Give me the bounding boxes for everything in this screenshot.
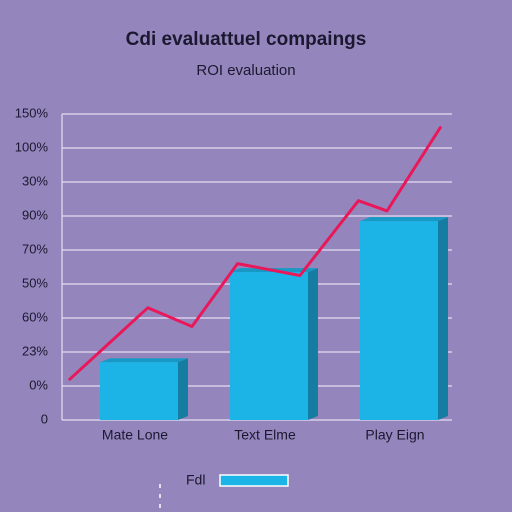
- y-tick-label: 60%: [22, 309, 48, 324]
- bar-side: [308, 268, 318, 420]
- y-tick-label: 70%: [22, 241, 48, 256]
- line: [68, 126, 442, 381]
- bar-top: [100, 358, 188, 363]
- bar-side: [178, 358, 188, 420]
- bar-side: [438, 217, 448, 420]
- bar: [230, 272, 308, 420]
- x-tick-label: Text Elme: [234, 427, 296, 443]
- bar: [100, 362, 178, 420]
- y-tick-label: 0%: [29, 377, 48, 392]
- bar: [360, 221, 438, 420]
- x-tick-label: Mate Lone: [102, 427, 168, 443]
- y-tick-label: 150%: [15, 105, 49, 120]
- bar-top: [360, 217, 448, 222]
- y-tick-label: 50%: [22, 275, 48, 290]
- chart-title: Cdi evaluattuel compaings: [126, 29, 367, 50]
- y-tick-label: 90%: [22, 207, 48, 222]
- y-tick-label: 23%: [22, 343, 48, 358]
- y-tick-label: 100%: [15, 139, 49, 154]
- x-tick-label: Play Eign: [365, 427, 424, 443]
- y-tick-label: 30%: [22, 173, 48, 188]
- chart-subtitle: ROI evaluation: [196, 62, 295, 79]
- legend-label: Fdl: [186, 472, 205, 488]
- y-tick-label: 0: [41, 411, 48, 426]
- legend-swatch: [219, 474, 289, 487]
